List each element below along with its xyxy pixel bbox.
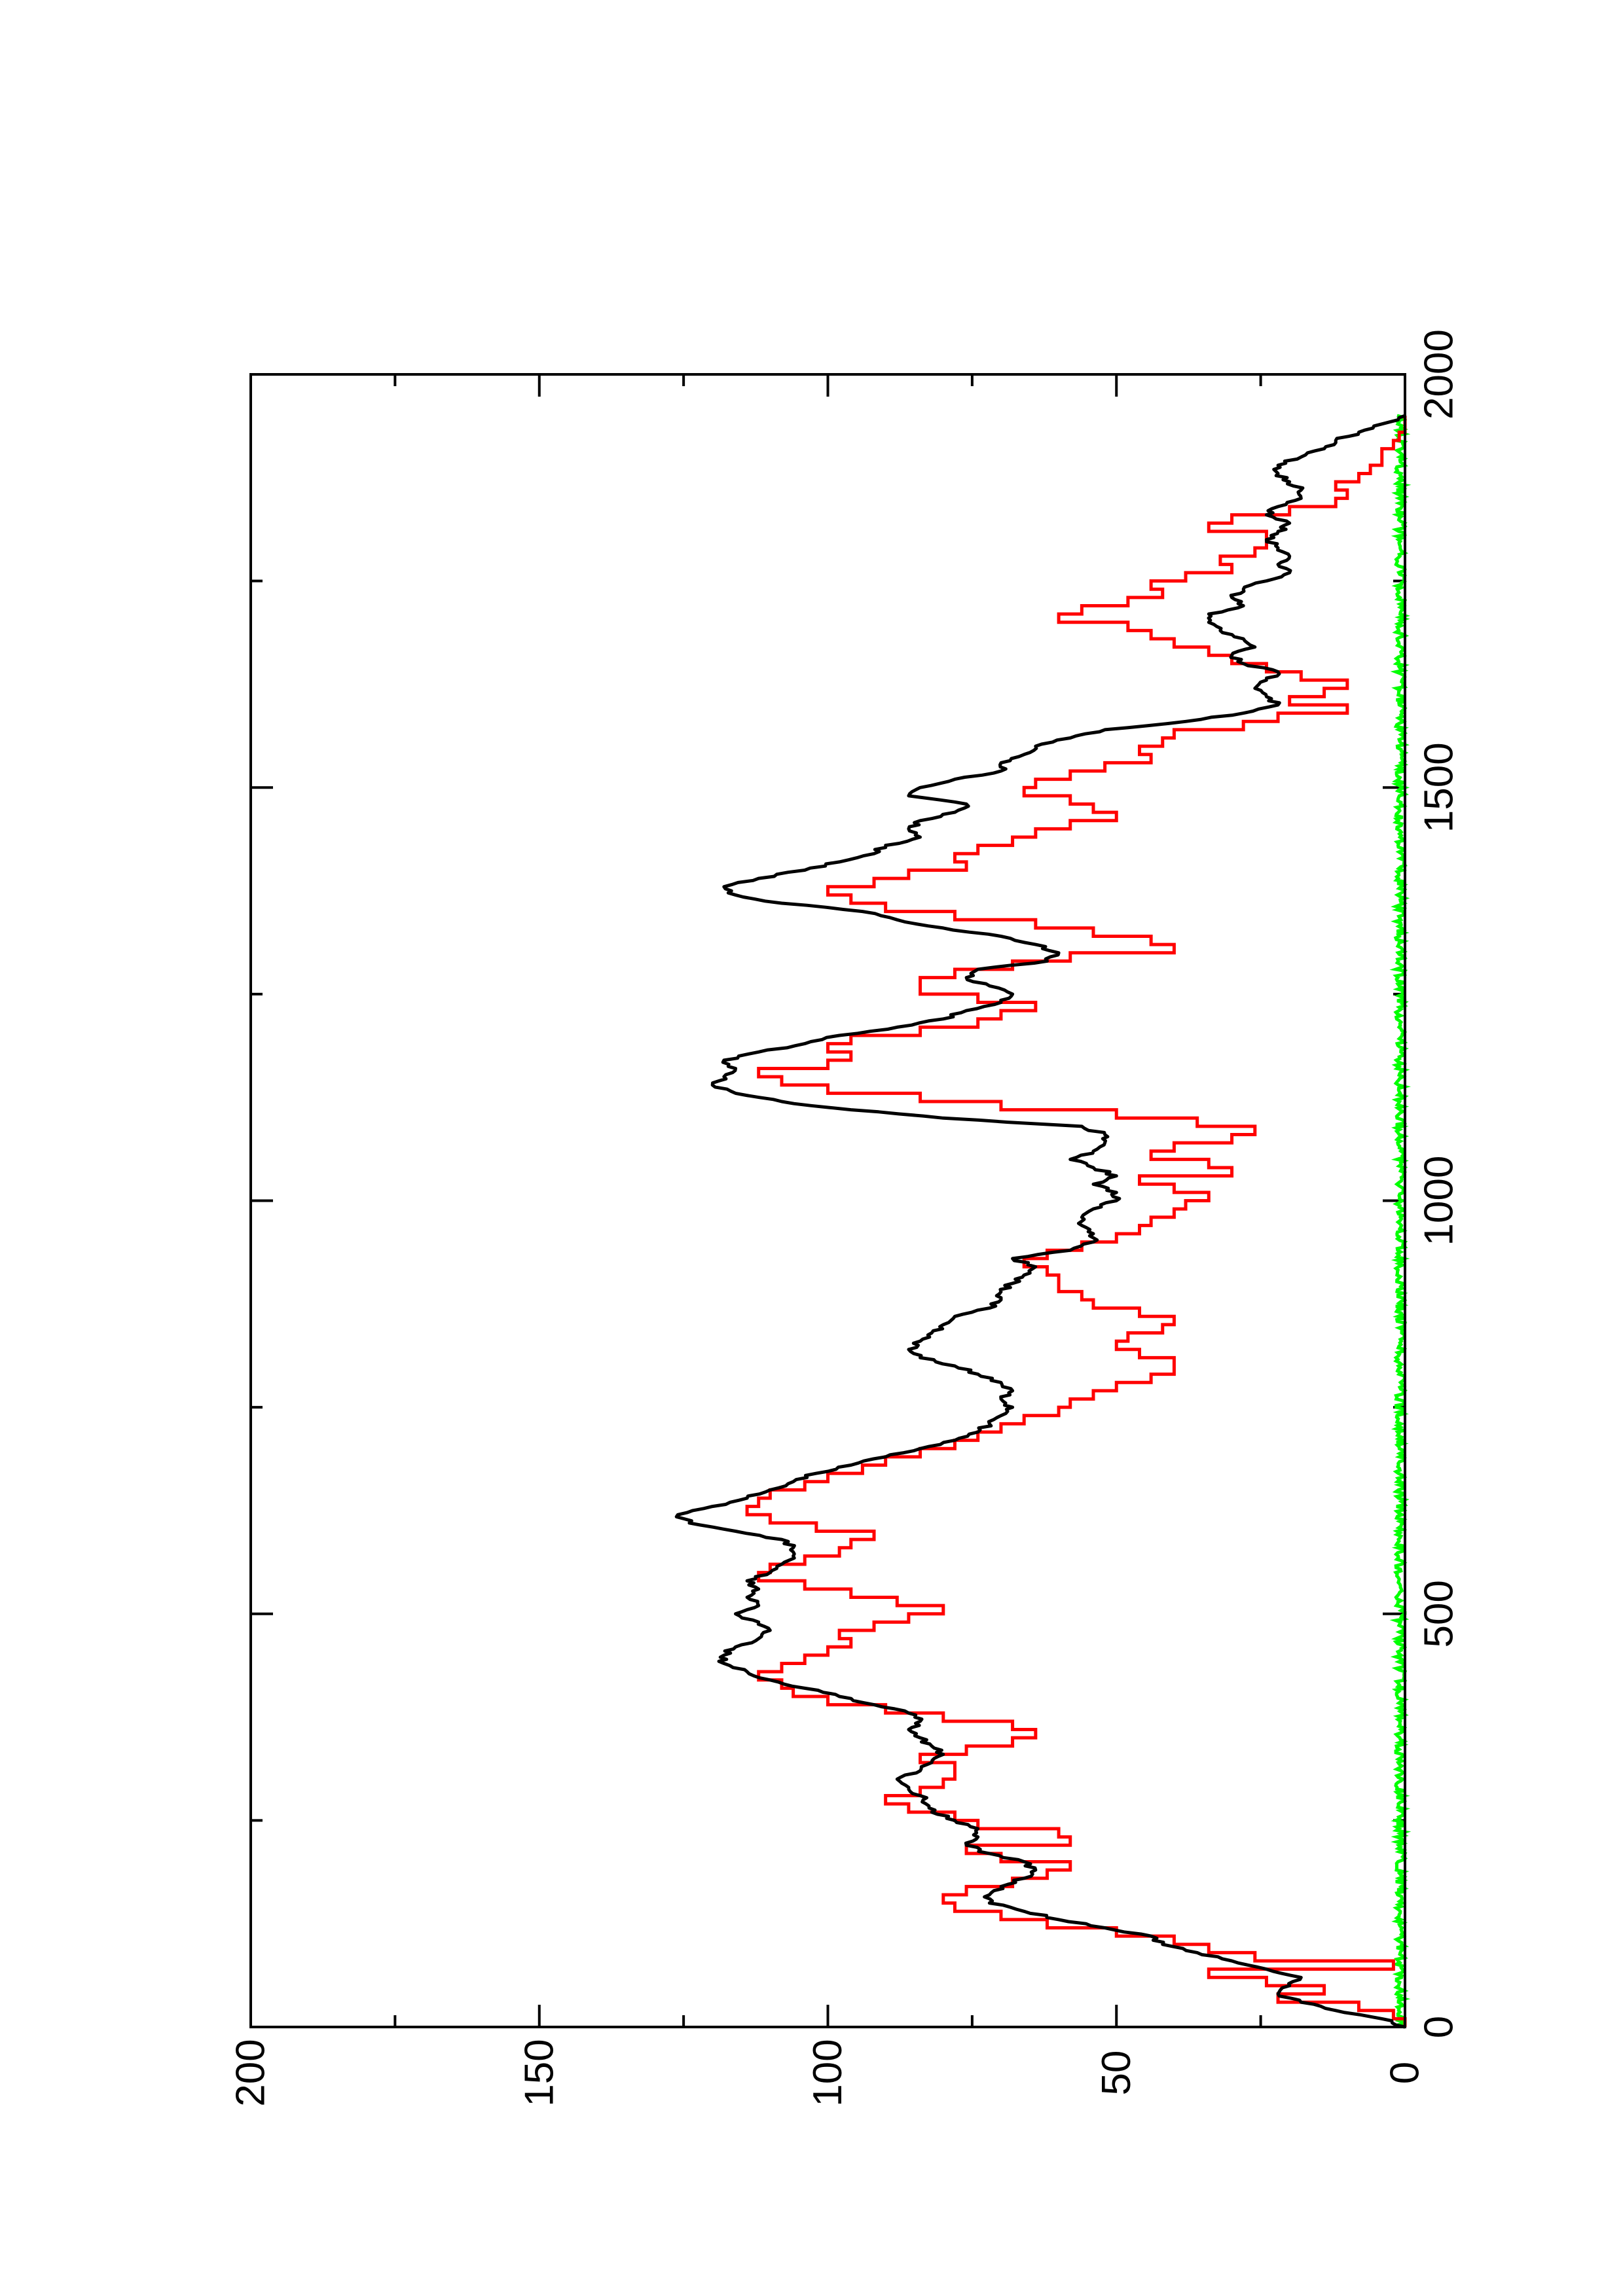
y-tick-label: 150 bbox=[517, 2039, 562, 2106]
y-tick-label: 0 bbox=[1383, 2062, 1428, 2084]
y-tick-label: 50 bbox=[1094, 2051, 1139, 2096]
x-tick-label: 2000 bbox=[1417, 329, 1462, 420]
plot-frame bbox=[249, 373, 1406, 2028]
x-tick-label: 500 bbox=[1417, 1580, 1462, 1647]
x-tick-label: 1500 bbox=[1417, 742, 1462, 833]
series-red-line bbox=[745, 416, 1407, 2027]
series-black-line bbox=[674, 414, 1406, 2029]
y-tick-label: 200 bbox=[228, 2039, 274, 2106]
series-green-line bbox=[1389, 414, 1412, 2029]
y-tick-label: 100 bbox=[805, 2039, 850, 2106]
series-layer bbox=[674, 414, 1412, 2029]
x-tick-label: 0 bbox=[1417, 2016, 1462, 2038]
axes: 0 500 1000 1500 2000 0 50 100 150 200 bbox=[228, 329, 1462, 2107]
x-tick-label: 1000 bbox=[1417, 1156, 1462, 1246]
